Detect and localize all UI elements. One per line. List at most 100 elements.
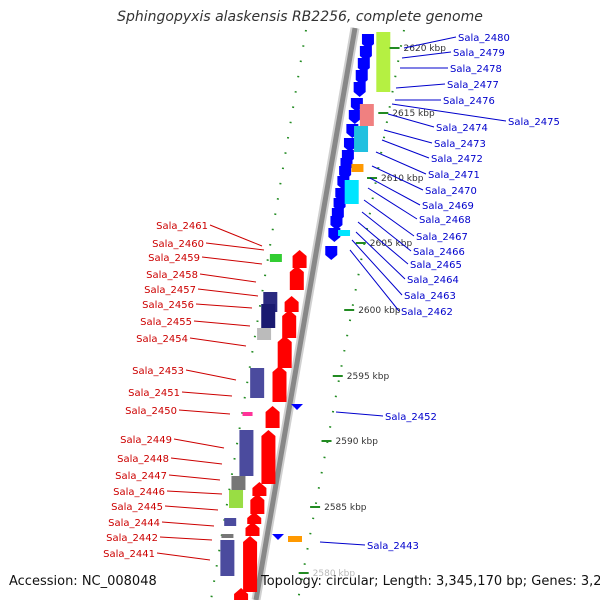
gene-leader-line	[195, 303, 253, 309]
tick-label: 2620 kbp	[404, 44, 447, 54]
gene-leader-line	[403, 36, 457, 49]
feature-block	[359, 104, 374, 126]
gene-leader-line	[375, 151, 427, 175]
gene-leader-line	[199, 273, 257, 283]
forward-gene-arrow	[250, 494, 265, 514]
reverse-gene-label: Sala_2476	[443, 96, 495, 107]
gene-leader-line	[173, 438, 225, 449]
reverse-gene-label: Sala_2477	[447, 80, 499, 91]
forward-gene-arrow	[247, 512, 262, 524]
outer-dotted-ring	[210, 29, 307, 600]
forward-gene-label: Sala_2444	[108, 518, 160, 529]
gene-leader-line	[205, 242, 265, 251]
forward-gene-label: Sala_2461	[156, 221, 208, 232]
forward-gene-label: Sala_2447	[115, 471, 167, 482]
gene-leader-line	[369, 177, 421, 206]
feature-block	[224, 518, 237, 526]
gene-leader-line	[156, 552, 211, 561]
forward-gene-label: Sala_2450	[125, 406, 177, 417]
reverse-gene-label: Sala_2462	[401, 307, 453, 318]
feature-block	[257, 328, 272, 340]
reverse-gene-label: Sala_2480	[458, 33, 510, 44]
reverse-gene-arrow	[355, 70, 368, 85]
forward-gene-label: Sala_2456	[142, 300, 194, 311]
tick-label: 2615 kbp	[392, 109, 435, 119]
gene-leader-line	[168, 474, 221, 481]
feature-block	[231, 476, 246, 490]
forward-gene-arrow	[289, 266, 304, 290]
feature-block	[376, 32, 391, 92]
forward-gene-arrow	[282, 310, 297, 338]
feature-block	[354, 126, 369, 152]
tick-label: 2600 kbp	[358, 306, 401, 316]
reverse-gene-label: Sala_2465	[410, 260, 462, 271]
reverse-gene-label: Sala_2473	[434, 139, 486, 150]
gene-leader-line	[170, 457, 223, 465]
reverse-gene-label: Sala_2468	[419, 215, 471, 226]
reverse-gene-arrow	[359, 46, 372, 61]
forward-gene-arrow	[284, 296, 299, 312]
tick-label: 2610 kbp	[381, 174, 424, 184]
feature-block	[351, 164, 364, 172]
forward-gene-label: Sala_2458	[146, 270, 198, 281]
reverse-gene-label: Sala_2463	[404, 291, 456, 302]
reverse-gene-label: Sala_2464	[407, 275, 459, 286]
feature-block	[242, 412, 253, 416]
gene-leader-line	[349, 249, 400, 312]
forward-gene-arrow	[234, 588, 249, 600]
tick-label: 2580 kbp	[313, 569, 356, 579]
forward-gene-arrow	[277, 336, 292, 368]
gene-leader-line	[401, 51, 452, 59]
reverse-gene-label: Sala_2479	[453, 48, 505, 59]
gene-leader-line	[161, 521, 215, 527]
feature-block	[239, 430, 254, 476]
forward-gene-label: Sala_2448	[117, 454, 169, 465]
gene-leader-line	[185, 369, 237, 381]
forward-gene-label: Sala_2454	[136, 334, 188, 345]
feature-block	[229, 490, 244, 508]
reverse-gene-label: Sala_2467	[416, 232, 468, 243]
genome-backbone	[253, 27, 358, 600]
gene-leader-line	[383, 129, 433, 144]
tick-label: 2605 kbp	[370, 239, 413, 249]
forward-gene-label: Sala_2451	[128, 388, 180, 399]
forward-gene-label: Sala_2449	[120, 435, 172, 446]
gene-leader-line	[159, 536, 213, 541]
gene-leader-line	[387, 113, 435, 128]
gene-leader-line	[391, 103, 507, 122]
gene-leader-line	[197, 288, 259, 297]
forward-gene-arrow	[261, 430, 276, 484]
feature-block	[250, 368, 265, 398]
gene-leader-line	[209, 224, 263, 247]
reverse-gene-label: Sala_2474	[436, 123, 488, 134]
forward-gene-label: Sala_2441	[103, 549, 155, 560]
reverse-gene-label: Sala_2472	[431, 154, 483, 165]
forward-gene-arrow	[272, 366, 287, 402]
forward-gene-arrow	[292, 250, 307, 268]
forward-gene-label: Sala_2457	[144, 285, 196, 296]
reverse-gene-arrow	[272, 534, 284, 540]
reverse-gene-arrow	[343, 138, 356, 152]
gene-leader-line	[381, 139, 430, 159]
forward-gene-label: Sala_2459	[148, 253, 200, 264]
gene-leader-line	[367, 187, 418, 220]
gene-leader-line	[335, 411, 384, 417]
feature-block	[261, 304, 276, 328]
gene-leader-line	[201, 256, 263, 265]
reverse-gene-label: Sala_2466	[413, 247, 465, 258]
forward-gene-arrow	[245, 522, 260, 536]
gene-leader-line	[164, 505, 219, 511]
gene-leader-line	[319, 541, 366, 546]
forward-gene-label: Sala_2455	[140, 317, 192, 328]
forward-gene-label: Sala_2453	[132, 366, 184, 377]
feature-block	[269, 254, 282, 262]
forward-gene-label: Sala_2442	[106, 533, 158, 544]
reverse-gene-arrow	[353, 82, 366, 97]
map-title: Sphingopyxis alaskensis RB2256, complete…	[117, 9, 483, 25]
reverse-gene-arrow	[348, 110, 361, 124]
reverse-gene-arrow	[357, 58, 370, 73]
gene-leader-line	[351, 239, 403, 296]
feature-block	[344, 180, 359, 204]
reverse-gene-label: Sala_2469	[422, 201, 474, 212]
